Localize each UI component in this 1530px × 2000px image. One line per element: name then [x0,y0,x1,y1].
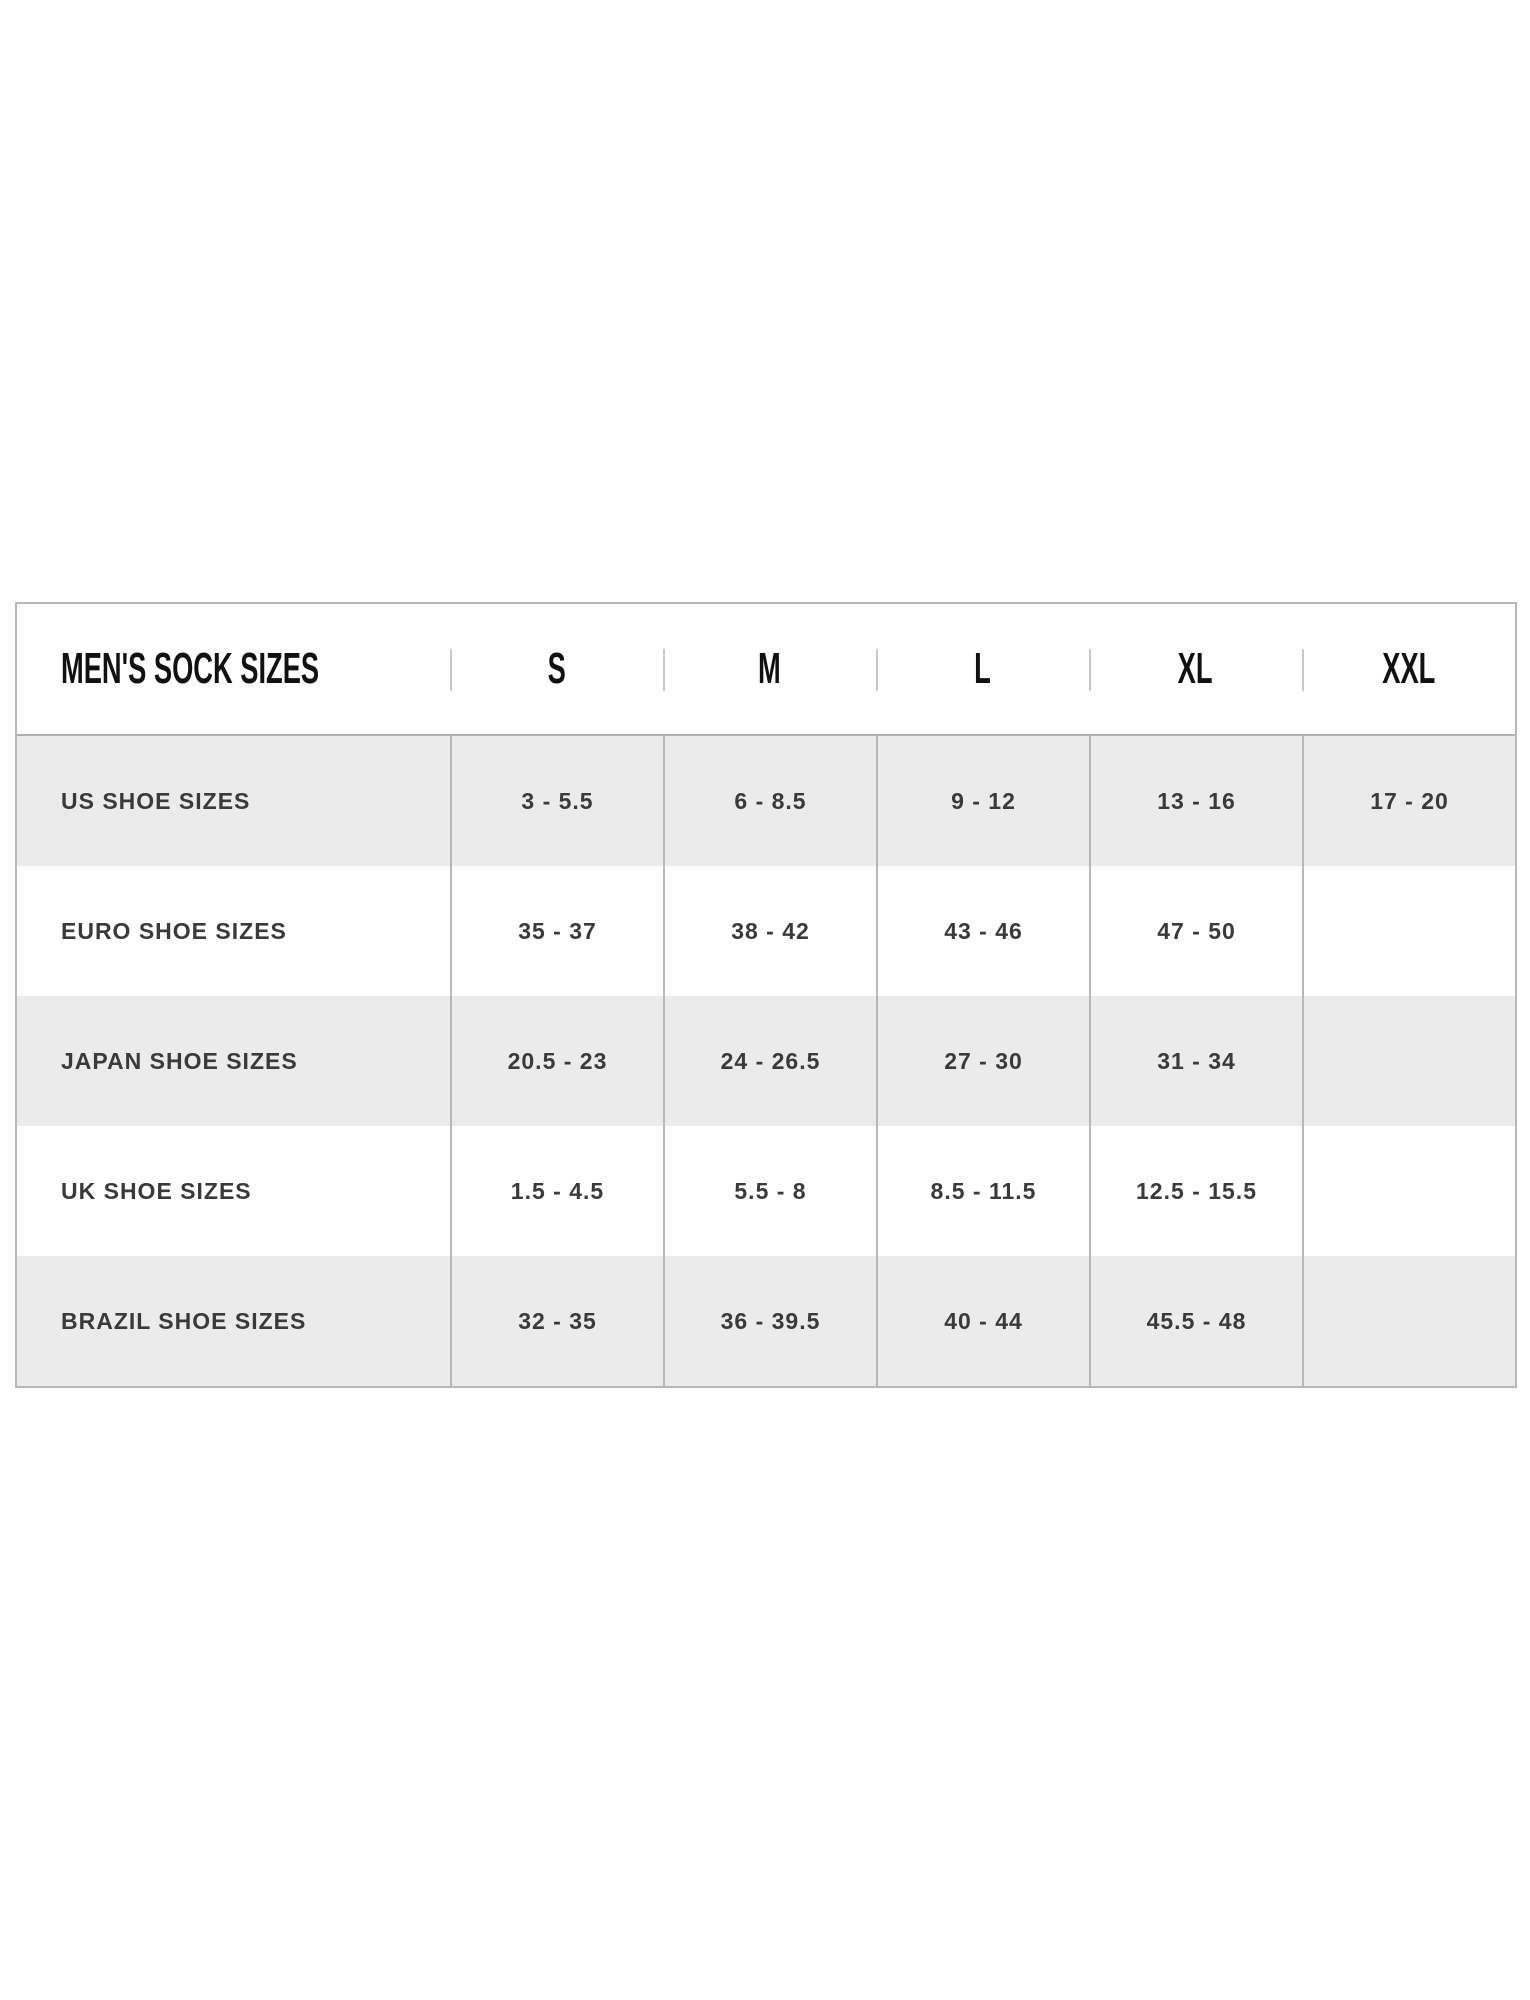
row-label: US SHOE SIZES [61,787,251,814]
table-cell: 12.5 - 15.5 [1089,1126,1302,1256]
sock-size-table: MEN'S SOCK SIZES S M L XL XXL US SHOE SI… [15,602,1517,1388]
table-cell: 9 - 12 [876,736,1089,866]
table-cell: 32 - 35 [450,1256,663,1386]
table-row: JAPAN SHOE SIZES 20.5 - 23 24 - 26.5 27 - 3… [17,996,1515,1126]
table-cell: 38 - 42 [663,866,876,996]
table-cell: 20.5 - 23 [450,996,663,1126]
table-cell [1302,1256,1515,1386]
table-cell [1302,996,1515,1126]
column-header-s: S [450,604,663,734]
table-cell: 31 - 34 [1089,996,1302,1126]
table-row: UK SHOE SIZES 1.5 - 4.5 5.5 - 8 8.5 - 11.5 1… [17,1126,1515,1256]
table-cell: 3 - 5.5 [450,736,663,866]
table-cell [1302,1126,1515,1256]
table-cell: 5.5 - 8 [663,1126,876,1256]
table-cell: 6 - 8.5 [663,736,876,866]
table-cell: 24 - 26.5 [663,996,876,1126]
table-cell: 27 - 30 [876,996,1089,1126]
table-title: MEN'S SOCK SIZES [61,644,320,693]
table-cell: 40 - 44 [876,1256,1089,1386]
table-header: MEN'S SOCK SIZES S M L XL XXL [17,604,1515,736]
column-header-m: M [663,604,876,734]
row-label: BRAZIL SHOE SIZES [61,1307,307,1334]
column-header-xxl: XXL [1302,604,1515,734]
column-header-l: L [876,604,1089,734]
table-cell: 1.5 - 4.5 [450,1126,663,1256]
table-cell: 45.5 - 48 [1089,1256,1302,1386]
table-cell: 43 - 46 [876,866,1089,996]
row-label: UK SHOE SIZES [61,1177,252,1204]
table-cell: 36 - 39.5 [663,1256,876,1386]
table-row: BRAZIL SHOE SIZES 32 - 35 36 - 39.5 40 - 44… [17,1256,1515,1386]
table-cell: 17 - 20 [1302,736,1515,866]
table-row: EURO SHOE SIZES 35 - 37 38 - 42 43 - 46 47 -… [17,866,1515,996]
table-cell: 8.5 - 11.5 [876,1126,1089,1256]
table-cell [1302,866,1515,996]
table-cell: 47 - 50 [1089,866,1302,996]
row-label: EURO SHOE SIZES [61,917,287,944]
column-header-xl: XL [1089,604,1302,734]
table-cell: 13 - 16 [1089,736,1302,866]
table-cell: 35 - 37 [450,866,663,996]
table-row: US SHOE SIZES 3 - 5.5 6 - 8.5 9 - 12 13 - 16… [17,736,1515,866]
row-label: JAPAN SHOE SIZES [61,1047,298,1074]
